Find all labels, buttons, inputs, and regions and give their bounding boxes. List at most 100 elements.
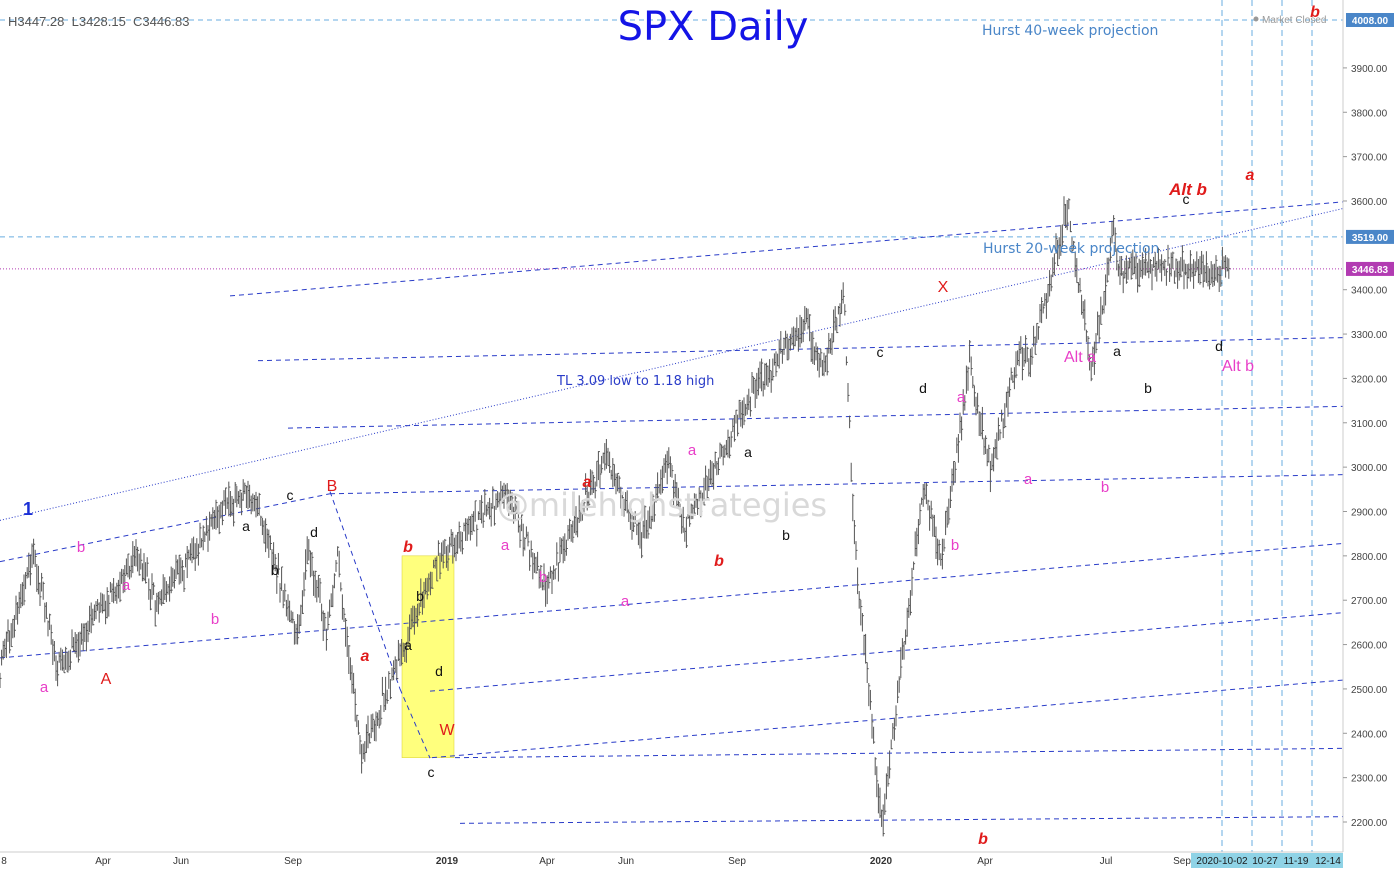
price-bar [900,647,903,679]
time-tick-label: Sep [728,856,746,867]
price-bar [591,470,594,495]
price-bar [138,553,141,576]
price-bar [87,620,90,643]
price-bar [925,482,928,505]
price-bar [1045,293,1048,319]
price-bar [234,482,237,503]
price-bar [1087,335,1090,360]
price-bar [953,460,956,486]
price-bar [737,414,740,437]
price-bar [761,358,764,392]
price-bar [1172,251,1175,269]
price-bar [996,432,999,460]
price-bar [1009,377,1012,397]
price-bar [961,416,964,441]
price-bar [1098,314,1101,343]
price-bar [717,457,720,475]
price-bar [34,549,37,568]
price-bar [809,314,812,342]
price-bar [997,417,1000,441]
price-bar [335,559,338,572]
wave-label: b [416,588,424,604]
price-bar [949,485,952,509]
time-tick-label: Jun [618,856,634,867]
price-bar [652,494,655,522]
price-bar [1167,244,1170,266]
price-bar [1001,409,1004,422]
price-bar [909,590,912,616]
price-bar [535,556,538,574]
price-bar [442,540,445,569]
wave-label: d [919,380,927,396]
price-tick-label: 2500.00 [1351,685,1388,696]
price-bar [620,486,623,509]
price-bar [183,570,186,592]
price-bar [786,333,789,361]
price-bar [124,565,127,593]
price-bar [845,356,848,366]
price-bar [548,571,551,589]
price-bar [569,518,572,539]
price-bar [244,482,247,495]
price-tag: 3446.83 [1346,261,1394,276]
price-bar [948,498,951,524]
price-bar [274,553,277,572]
price-tick-label: 3800.00 [1351,108,1388,119]
price-bar [738,399,741,418]
price-bar [481,495,484,524]
price-tick-label: 2300.00 [1351,774,1388,785]
price-tick-label: 2600.00 [1351,641,1388,652]
price-bar [978,411,981,437]
channel-line [257,337,1344,362]
price-bar [913,561,916,570]
price-bar [820,348,823,368]
price-bar [389,679,392,700]
price-bar [369,733,372,744]
wave-label: b [211,611,219,628]
price-bar [9,630,12,654]
price-bar [669,456,672,477]
price-bar [946,506,949,528]
wave-label: X [938,279,949,296]
price-bar [146,557,149,577]
price-bar [653,499,656,522]
price-bar [964,395,967,411]
price-bar [1053,253,1056,276]
price-bar [751,372,754,393]
price-bar [557,562,560,582]
channel-line [287,405,1344,429]
wave-label: a [361,648,370,665]
ohlc-readout: H3447.28 L3428.15 C3446.83 [8,14,189,29]
price-bar [565,539,568,556]
price-bar [1105,274,1108,306]
price-bar [977,392,980,414]
price-bar [1220,266,1223,287]
price-bar [77,632,80,663]
price-bar [927,499,930,511]
price-bar [524,537,527,551]
price-bar [1085,329,1088,342]
price-bar [221,500,224,526]
price-bar [493,505,496,526]
price-bar [119,571,122,603]
wave-label: d [310,524,318,540]
price-bar [106,587,109,619]
price-bar [769,359,772,383]
price-bar [1157,247,1160,269]
price-bar [634,511,637,524]
price-bar [1114,227,1117,253]
price-bar [633,516,636,532]
price-bar [314,570,317,598]
price-bar [847,383,850,402]
price-bar [178,554,181,585]
price-bar [817,346,820,371]
price-bar [530,540,533,558]
price-bar [985,435,988,455]
price-tick-label: 2900.00 [1351,507,1388,518]
price-bar [1173,270,1176,284]
price-bar [69,649,72,670]
wave-label: a [122,577,131,594]
price-bar [730,431,733,448]
